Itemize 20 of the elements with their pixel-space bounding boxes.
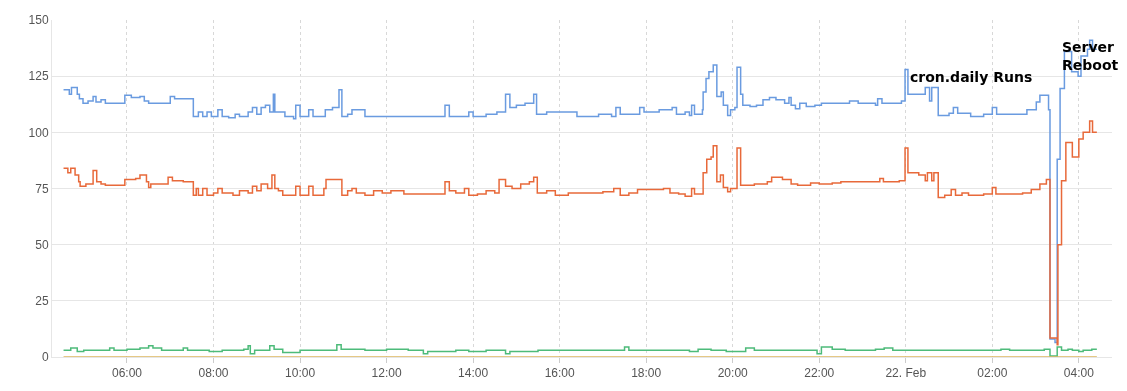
y-tick-label: 125 (28, 69, 49, 84)
x-tick-label: 06:00 (111, 366, 143, 381)
x-tick-label: 16:00 (544, 366, 575, 381)
y-tick-label: 100 (28, 125, 49, 140)
x-tick-label: 02:00 (977, 366, 1008, 381)
x-tick-label: 10:00 (285, 366, 316, 381)
x-tick-label: 04:00 (1063, 366, 1095, 381)
x-tick-label: 18:00 (631, 366, 662, 381)
x-tick-label: 08:00 (198, 366, 229, 381)
x-tick-label: 20:00 (717, 366, 749, 381)
y-tick-label: 25 (35, 294, 49, 309)
annotation: cron.daily Runs (910, 69, 1033, 85)
y-tick-label: 0 (41, 350, 49, 365)
x-tick-label: 22. Feb (885, 366, 927, 381)
x-tick-label: 14:00 (458, 366, 489, 381)
x-tick-label: 22:00 (804, 366, 835, 381)
y-tick-label: 50 (35, 237, 49, 252)
x-tick-label: 12:00 (371, 366, 402, 381)
y-tick-label: 150 (28, 13, 49, 28)
y-tick-label: 75 (35, 181, 49, 196)
